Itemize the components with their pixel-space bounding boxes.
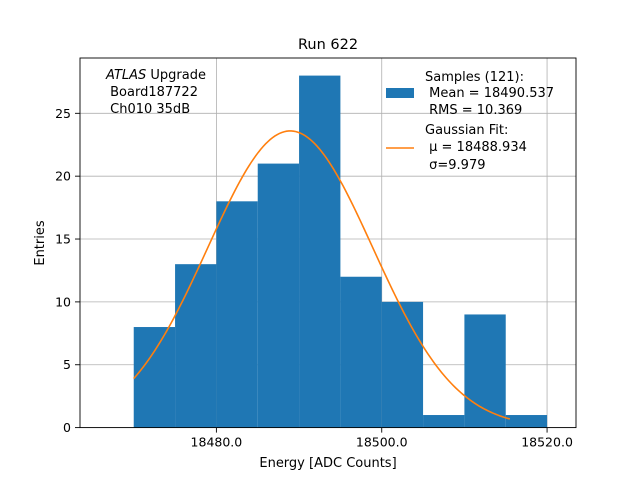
- chart-title: Run 622: [298, 37, 358, 53]
- atlas-annotation: ATLAS Upgrade Board187722 Ch010 35dB: [105, 68, 206, 117]
- y-axis-ticks: 0 5 10 15 20 25: [55, 106, 80, 435]
- annotation-line-1: ATLAS Upgrade: [105, 68, 206, 83]
- legend-fit-label: Gaussian Fit:: [425, 123, 508, 138]
- histogram-bar: [299, 75, 341, 428]
- histogram-bar: [175, 264, 217, 428]
- x-tick-label: 18480.0: [191, 435, 243, 450]
- histogram-bar: [423, 415, 465, 428]
- histogram-bar: [257, 163, 300, 428]
- annotation-atlas-text: ATLAS: [105, 68, 146, 83]
- histogram-bar: [464, 314, 506, 428]
- annotation-upgrade-text: Upgrade: [146, 68, 206, 83]
- histogram-bar: [340, 276, 382, 428]
- legend-samples-label: Samples (121):: [425, 70, 524, 85]
- x-tick-label: 18500.0: [356, 435, 408, 450]
- y-tick-label: 20: [55, 169, 71, 184]
- legend: Samples (121): Mean = 18490.537 RMS = 10…: [386, 70, 554, 173]
- histogram-bar: [381, 301, 424, 428]
- annotation-board: Board187722: [106, 85, 198, 100]
- legend-mu-label: μ = 18488.934: [425, 140, 527, 155]
- y-tick-label: 5: [63, 357, 71, 372]
- legend-sigma-label: σ=9.979: [425, 158, 485, 173]
- histogram-bar: [505, 415, 548, 428]
- y-tick-label: 0: [63, 420, 71, 435]
- y-axis-label: Entries: [33, 220, 48, 266]
- y-tick-label: 15: [55, 232, 71, 247]
- annotation-channel: Ch010 35dB: [106, 102, 190, 117]
- legend-rms-label: RMS = 10.369: [425, 103, 522, 118]
- x-axis-label: Energy [ADC Counts]: [259, 456, 396, 471]
- histogram-bars: [133, 75, 548, 428]
- y-tick-label: 25: [55, 106, 71, 121]
- histogram-bar: [133, 327, 176, 428]
- legend-mean-label: Mean = 18490.537: [425, 86, 554, 101]
- y-tick-label: 10: [55, 294, 71, 309]
- gaussian-fit-curve: [133, 130, 511, 420]
- plot-frame: [79, 57, 577, 429]
- legend-histogram-swatch: [386, 88, 414, 98]
- x-axis-ticks: 18480.0 18500.0 18520.0: [191, 427, 573, 450]
- x-tick-label: 18520.0: [521, 435, 573, 450]
- histogram-bar: [216, 201, 258, 428]
